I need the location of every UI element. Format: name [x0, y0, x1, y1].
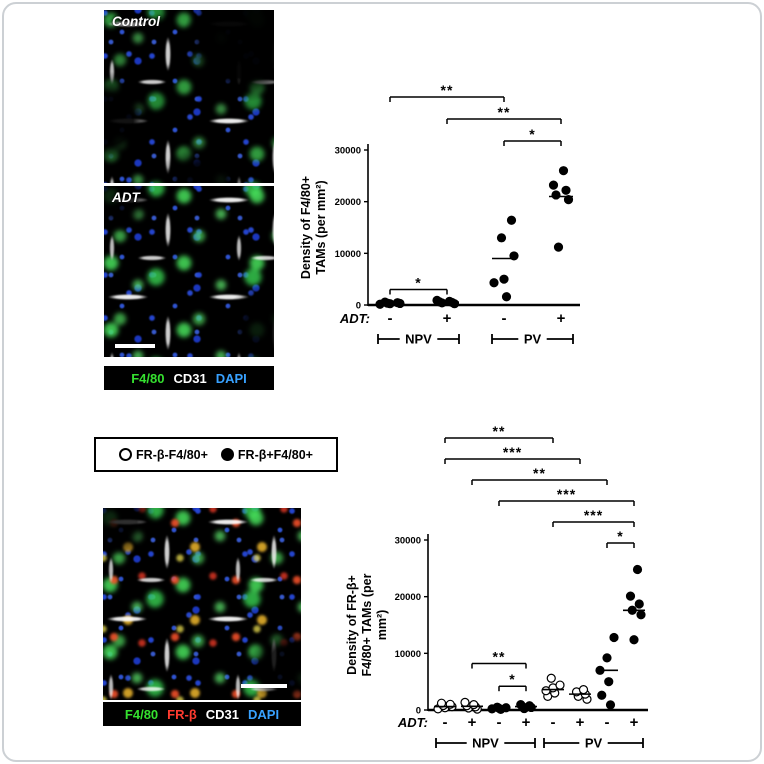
svg-text:ADT:: ADT:: [339, 311, 370, 326]
svg-text:10000: 10000: [395, 649, 421, 660]
stain-label-cd31: CD31: [173, 370, 207, 386]
adt-if-image: ADT: [104, 186, 274, 357]
svg-text:20000: 20000: [335, 197, 361, 208]
svg-text:**: **: [493, 649, 506, 665]
svg-text:*: *: [529, 126, 535, 142]
svg-text:***: ***: [503, 444, 522, 460]
svg-text:+: +: [576, 714, 585, 731]
control-if-image: Control: [104, 10, 274, 183]
svg-text:-: -: [388, 310, 393, 327]
legend-label-frb-pos: FR-β+F4/80+: [237, 447, 313, 462]
svg-text:30000: 30000: [395, 536, 421, 547]
svg-text:*: *: [617, 528, 623, 544]
scale-bar: [115, 344, 155, 348]
svg-text:0: 0: [356, 301, 361, 312]
svg-text:ADT:: ADT:: [397, 715, 428, 730]
frb-if-image: [103, 508, 301, 700]
dark-tissue-patch: [104, 186, 274, 357]
svg-text:-: -: [551, 714, 556, 731]
legend-item-frb-neg: FR-β-F4/80+: [119, 448, 208, 462]
svg-text:***: ***: [557, 486, 576, 502]
stain-label-cd31: CD31: [205, 706, 240, 722]
svg-text:**: **: [533, 465, 546, 481]
svg-text:**: **: [493, 423, 506, 439]
svg-text:*: *: [509, 671, 515, 687]
stain-label-dapi: DAPI: [248, 706, 280, 722]
open-circle-icon: [119, 448, 133, 461]
legend-label-frb-neg: FR-β-F4/80+: [136, 447, 208, 462]
svg-text:30000: 30000: [335, 146, 361, 157]
svg-text:Density of F4/80+: Density of F4/80+: [299, 176, 313, 279]
svg-text:10000: 10000: [335, 249, 361, 260]
stain-label-dapi: DAPI: [215, 370, 247, 386]
stain-label-bar-bottom: F4/80 FR-β CD31 DAPI: [103, 702, 301, 726]
marker-legend: FR-β-F4/80+ FR-β+F4/80+: [94, 437, 338, 472]
svg-text:F4/80+ TAMs (per: F4/80+ TAMs (per: [360, 573, 374, 676]
image-label-control: Control: [112, 14, 160, 29]
filled-circle-icon: [220, 448, 234, 461]
svg-text:*: *: [415, 275, 421, 291]
svg-text:+: +: [630, 714, 639, 731]
f480-density-scatter-chart: 0 10000 20000 30000 Density of F4/80+ TAMs (p…: [299, 82, 580, 347]
svg-text:**: **: [441, 82, 454, 98]
svg-text:+: +: [468, 714, 477, 731]
image-label-adt: ADT: [112, 190, 140, 205]
svg-text:+: +: [443, 310, 452, 327]
stain-label-bar-top: F4/80 CD31 DAPI: [104, 366, 274, 390]
scale-bar: [241, 684, 287, 688]
stain-label-f480: F4/80: [131, 370, 165, 386]
svg-text:-: -: [605, 714, 610, 731]
svg-text:0: 0: [416, 706, 421, 717]
stain-label-frb: FR-β: [167, 706, 197, 722]
svg-text:***: ***: [584, 507, 603, 523]
svg-text:mm²): mm²): [375, 610, 389, 641]
legend-item-frb-pos: FR-β+F4/80+: [220, 447, 313, 462]
svg-text:NPV: NPV: [405, 332, 432, 347]
svg-text:PV: PV: [585, 736, 603, 751]
svg-text:Density of FR-β+: Density of FR-β+: [345, 575, 359, 675]
svg-text:-: -: [497, 714, 502, 731]
frb-f480-density-scatter-chart: 0 10000 20000 30000 Density of FR-β+ F4/80+ T…: [345, 423, 648, 751]
svg-text:TAMs (per mm²): TAMs (per mm²): [314, 180, 328, 274]
stain-label-f480: F4/80: [124, 706, 159, 722]
svg-text:NPV: NPV: [472, 736, 499, 751]
svg-text:20000: 20000: [395, 592, 421, 603]
svg-text:**: **: [498, 104, 511, 120]
dark-tissue-patch: [104, 10, 274, 183]
svg-text:PV: PV: [524, 332, 542, 347]
svg-text:-: -: [443, 714, 448, 731]
svg-text:+: +: [522, 714, 531, 731]
svg-text:+: +: [557, 310, 566, 327]
svg-text:-: -: [502, 310, 507, 327]
dark-tissue-patch: [103, 508, 301, 700]
